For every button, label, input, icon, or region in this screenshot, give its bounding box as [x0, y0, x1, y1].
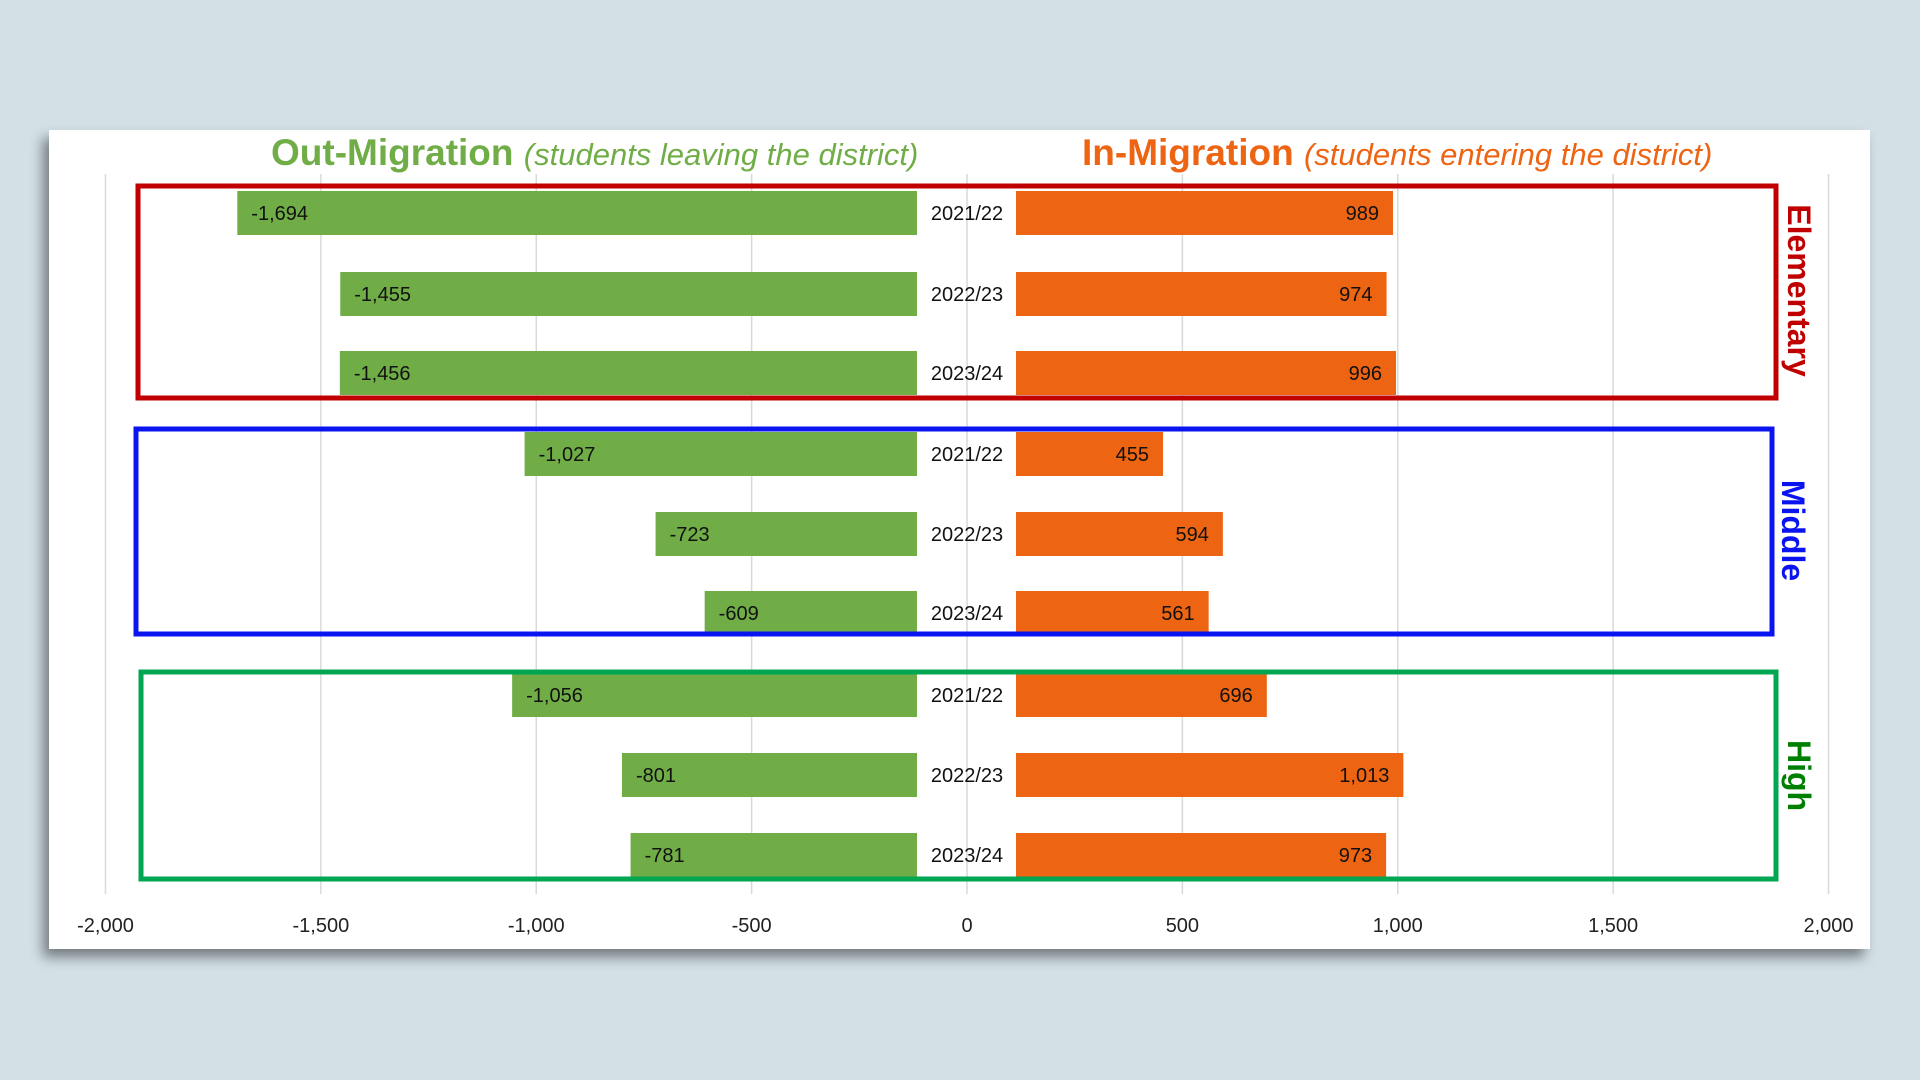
group-box-middle [133, 426, 1775, 637]
in-migration-bar [1016, 191, 1394, 235]
year-label: 2023/24 [931, 363, 1003, 385]
in-migration-bar [1016, 833, 1387, 877]
in-value-label: 974 [1339, 284, 1372, 306]
year-label: 2023/24 [931, 603, 1003, 625]
out-migration-bar [630, 833, 917, 877]
x-tick-label: -500 [732, 915, 772, 937]
in-migration-bar [1016, 673, 1267, 717]
x-tick-label: 0 [961, 915, 972, 937]
group-box-elementary [135, 183, 1779, 401]
x-tick-label: -1,000 [508, 915, 565, 937]
out-migration-bar [621, 753, 917, 797]
in-value-label: 455 [1116, 444, 1149, 466]
year-label: 2022/23 [931, 284, 1003, 306]
group-box-high [138, 669, 1779, 882]
out-value-label: -781 [645, 845, 685, 867]
out-value-label: -1,455 [354, 284, 411, 306]
x-tick-label: 1,500 [1588, 915, 1638, 937]
year-label: 2021/22 [931, 685, 1003, 707]
out-value-label: -723 [670, 524, 710, 546]
out-value-label: -1,694 [251, 203, 308, 225]
group-label-high: High [1780, 739, 1817, 811]
x-tick-label: -2,000 [77, 915, 134, 937]
out-migration-bar [524, 432, 917, 476]
out-migration-bar [339, 351, 917, 395]
out-value-label: -1,456 [354, 363, 411, 385]
group-label-middle: Middle [1774, 479, 1811, 581]
in-value-label: 996 [1349, 363, 1382, 385]
in-migration-bar [1016, 432, 1163, 476]
in-migration-title: In-Migration (students entering the dist… [1082, 132, 1712, 174]
out-migration-title: Out-Migration (students leaving the dist… [271, 132, 918, 174]
x-tick-label: 500 [1166, 915, 1199, 937]
out-migration-bar [512, 673, 917, 717]
out-migration-bar [704, 591, 917, 635]
out-value-label: -1,056 [526, 685, 583, 707]
in-value-label: 1,013 [1339, 765, 1389, 787]
year-label: 2021/22 [931, 444, 1003, 466]
in-value-label: 561 [1161, 603, 1194, 625]
in-migration-bar [1016, 512, 1223, 556]
out-migration-bar [237, 191, 917, 235]
out-value-label: -1,027 [539, 444, 596, 466]
out-value-label: -801 [636, 765, 676, 787]
year-label: 2023/24 [931, 845, 1003, 867]
in-migration-bar [1016, 351, 1397, 395]
chart-panel [49, 130, 1870, 949]
out-title-sub: (students leaving the district) [523, 137, 919, 172]
in-migration-bar [1016, 591, 1209, 635]
in-value-label: 973 [1339, 845, 1372, 867]
x-tick-label: 1,000 [1373, 915, 1423, 937]
in-migration-bar [1016, 753, 1404, 797]
year-label: 2022/23 [931, 524, 1003, 546]
year-label: 2022/23 [931, 765, 1003, 787]
in-value-label: 594 [1175, 524, 1208, 546]
x-tick-label: 2,000 [1803, 915, 1853, 937]
group-label-elementary: Elementary [1780, 203, 1817, 377]
out-migration-bar [655, 512, 917, 556]
in-title-main: In-Migration [1082, 132, 1294, 173]
in-title-sub: (students entering the district) [1303, 137, 1713, 172]
out-title-main: Out-Migration [271, 132, 514, 173]
in-value-label: 696 [1219, 685, 1252, 707]
out-value-label: -609 [719, 603, 759, 625]
year-label: 2021/22 [931, 203, 1003, 225]
x-tick-label: -1,500 [293, 915, 350, 937]
in-value-label: 989 [1346, 203, 1379, 225]
out-migration-bar [340, 272, 917, 316]
in-migration-bar [1016, 272, 1387, 316]
